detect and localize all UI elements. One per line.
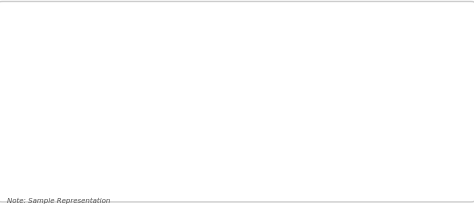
Bar <box>226 89 253 188</box>
Bar <box>180 86 208 188</box>
Bar <box>88 105 116 188</box>
Bar <box>272 38 299 188</box>
Text: 🔒: 🔒 <box>393 130 399 140</box>
Bar <box>180 55 208 188</box>
Text: >5%: >5% <box>375 81 417 99</box>
Bar <box>134 83 162 188</box>
Bar <box>134 112 162 188</box>
Text: Market Size 2027: Market Size 2027 <box>357 157 436 166</box>
Bar <box>226 74 253 188</box>
Bar <box>42 131 70 188</box>
Text: Note: Sample Representation: Note: Sample Representation <box>7 197 110 203</box>
Y-axis label: Market Size (BRL Trillion): Market Size (BRL Trillion) <box>21 51 30 146</box>
Text: CAGR: CAGR <box>383 110 409 119</box>
Text: ⓖ GlobalData.: ⓖ GlobalData. <box>359 169 433 179</box>
Text: Market Size 2022: Market Size 2022 <box>357 53 436 62</box>
FancyBboxPatch shape <box>337 120 455 150</box>
Bar <box>88 121 116 188</box>
Text: BRL 2.37 Trillion: BRL 2.37 Trillion <box>339 19 453 32</box>
Text: Download Free Report Sample: Download Free Report Sample <box>92 116 259 126</box>
Bar <box>272 64 299 188</box>
Bar <box>33 106 318 136</box>
